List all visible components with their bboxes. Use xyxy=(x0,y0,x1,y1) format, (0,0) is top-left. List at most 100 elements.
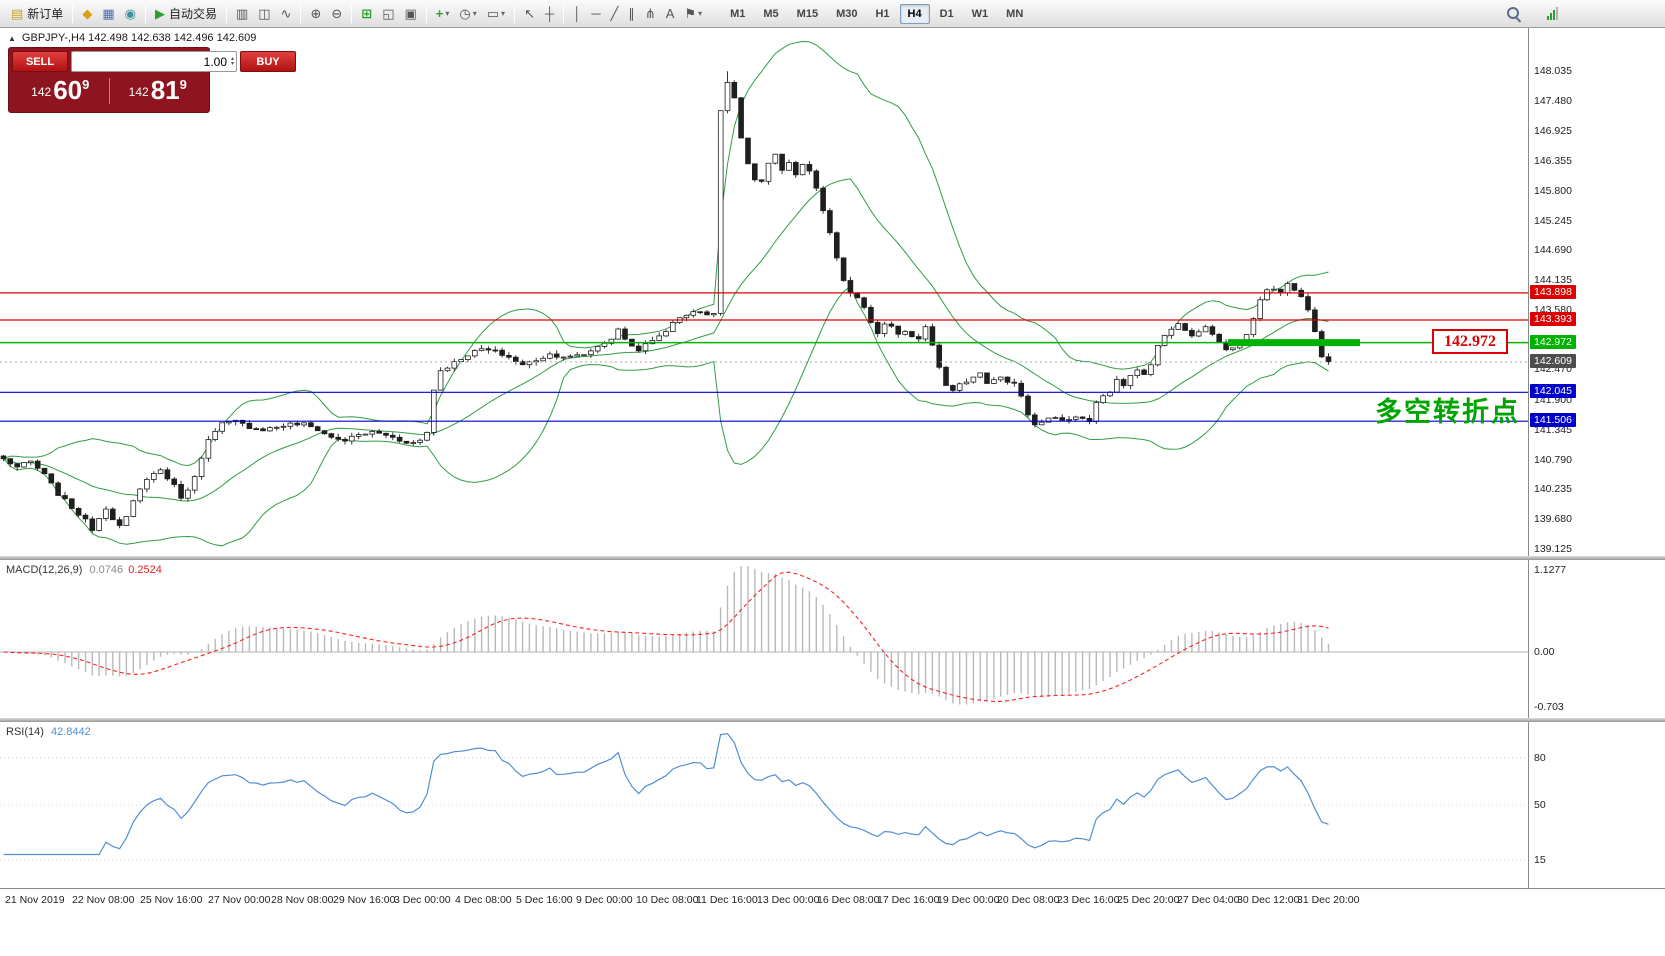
navigator-button[interactable]: ◉ xyxy=(121,3,140,25)
volume-down-icon[interactable]: ▾ xyxy=(231,60,235,67)
ask-price-main: 81 xyxy=(150,74,180,105)
data-window-icon: ▦ xyxy=(102,6,115,21)
toolbar-groups: ▤ 新订单 ◆ ▦ ◉ ▶ 自动交易 ▥ ◫ ∿ ⊕ ⊖ ⊞ ◱ ▣ + ▾ ◷ ▾ ▭ ▾ ↖ ┼ │ ─ ╱ ∥ ⋔ A ⚑ ▾ xyxy=(6,0,707,27)
arrange-windows-button[interactable]: ▣ xyxy=(400,3,420,25)
volume-stepper[interactable]: ▴ ▾ xyxy=(229,55,236,67)
zoom-out-button[interactable]: ⊖ xyxy=(327,3,346,25)
price-marker: 142.609 xyxy=(1530,354,1576,369)
price-callout: 142.972 xyxy=(1432,329,1508,354)
market-watch-button[interactable]: ◆ xyxy=(78,3,96,25)
time-tick: 9 Dec 00:00 xyxy=(576,894,633,906)
zoom-out-icon: ⊖ xyxy=(331,6,343,21)
candlestick-chart-icon: ◫ xyxy=(258,6,271,21)
timeframe-h4-button[interactable]: H4 xyxy=(899,3,930,24)
one-click-collapse-icon[interactable]: ▲ xyxy=(8,33,16,43)
new-order-label: 新订单 xyxy=(27,7,64,21)
horizontal-line-icon: ─ xyxy=(591,6,601,21)
time-tick: 25 Dec 20:00 xyxy=(1117,894,1180,906)
volume-input[interactable] xyxy=(72,54,229,69)
zoom-in-icon: ⊕ xyxy=(310,6,322,21)
panel-splitter-macd[interactable] xyxy=(0,556,1665,560)
macd-value-main: 0.0746 xyxy=(89,564,124,576)
timeframe-m5-button[interactable]: M5 xyxy=(763,7,779,20)
buy-button[interactable]: BUY xyxy=(240,51,297,72)
templates-button[interactable]: ▭ ▾ xyxy=(483,3,509,25)
text-button[interactable]: A xyxy=(662,3,679,25)
time-tick: 17 Dec 16:00 xyxy=(877,894,940,906)
line-chart-icon: ∿ xyxy=(280,6,292,21)
bid-price: 142 60 9 xyxy=(12,77,109,105)
toolbar-separator xyxy=(300,4,302,23)
auto-trading-button[interactable]: ▶ 自动交易 xyxy=(151,3,221,25)
templates-dropdown-icon[interactable]: ▾ xyxy=(501,9,506,18)
time-tick: 13 Dec 00:00 xyxy=(757,894,820,906)
price-tick: 140.235 xyxy=(1534,483,1572,496)
horizontal-line-button[interactable]: ─ xyxy=(587,3,604,25)
macd-axis-tick: 1.1277 xyxy=(1534,564,1567,576)
cascade-windows-button[interactable]: ◱ xyxy=(378,3,398,25)
volume-up-icon[interactable]: ▴ xyxy=(231,55,235,62)
macd-panel-layer xyxy=(0,566,1528,705)
connection-button[interactable] xyxy=(1543,3,1562,25)
time-tick: 27 Dec 04:00 xyxy=(1177,894,1240,906)
vertical-line-icon: │ xyxy=(573,6,582,21)
tile-windows-button[interactable]: ⊞ xyxy=(357,3,376,25)
timeframe-m30-button[interactable]: M30 xyxy=(836,7,858,20)
time-tick: 21 Nov 2019 xyxy=(5,894,65,906)
candlestick-chart-button[interactable]: ◫ xyxy=(254,3,274,25)
time-axis[interactable]: 21 Nov 2019 22 Nov 08:00 25 Nov 16:00 27 No… xyxy=(0,888,1665,956)
timeframe-w1-button[interactable]: W1 xyxy=(971,7,989,20)
rsi-label: RSI(14) 42.8442 xyxy=(6,726,91,738)
trendline-button[interactable]: ╱ xyxy=(607,3,623,25)
arrows-icon: ⚑ xyxy=(684,6,697,21)
rsi-name: RSI(14) xyxy=(6,726,44,738)
equidistant-channel-button[interactable]: ∥ xyxy=(624,3,639,25)
crosshair-icon: ┼ xyxy=(544,6,555,21)
volume-field: ▴ ▾ xyxy=(71,51,238,72)
timeframe-d1-button[interactable]: D1 xyxy=(939,7,954,20)
equidistant-channel-icon: ∥ xyxy=(628,6,635,21)
price-marker: 142.045 xyxy=(1530,384,1576,399)
navigator-icon: ◉ xyxy=(124,6,136,21)
macd-signal-line xyxy=(3,571,1329,702)
vertical-line-button[interactable]: │ xyxy=(569,3,585,25)
search-icon xyxy=(1507,6,1521,21)
time-tick: 11 Dec 16:00 xyxy=(696,894,758,906)
data-window-button[interactable]: ▦ xyxy=(98,3,118,25)
price-axis[interactable]: 148.035 147.480 146.925 146.355 145.800 145.2… xyxy=(1528,28,1665,888)
price-marker: 142.972 xyxy=(1530,334,1576,349)
toolbar: ▤ 新订单 ◆ ▦ ◉ ▶ 自动交易 ▥ ◫ ∿ ⊕ ⊖ ⊞ ◱ ▣ + ▾ ◷ ▾ ▭ ▾ ↖ ┼ │ ─ ╱ ∥ ⋔ A ⚑ ▾ M1 M… xyxy=(0,0,1665,28)
macd-axis-tick: -0.703 xyxy=(1534,701,1564,713)
symbol-ohlc-text: GBPJPY-,H4 142.498 142.638 142.496 142.6… xyxy=(21,32,257,44)
line-chart-button[interactable]: ∿ xyxy=(277,3,296,25)
time-tick: 20 Dec 08:00 xyxy=(997,894,1060,906)
panel-splitter-rsi[interactable] xyxy=(0,718,1665,722)
time-tick: 5 Dec 16:00 xyxy=(516,894,573,906)
crosshair-button[interactable]: ┼ xyxy=(541,3,558,25)
rsi-panel-layer xyxy=(0,732,1528,861)
time-tick: 22 Nov 08:00 xyxy=(72,894,135,906)
timeframe-mn-button[interactable]: MN xyxy=(1006,7,1024,20)
sell-button[interactable]: SELL xyxy=(12,51,68,72)
indicators-button[interactable]: + ▾ xyxy=(432,3,454,25)
bar-chart-button[interactable]: ▥ xyxy=(232,3,252,25)
thick-level-segment[interactable] xyxy=(1228,339,1360,347)
toolbar-separator xyxy=(425,4,427,23)
periods-button[interactable]: ◷ ▾ xyxy=(455,3,480,25)
timeframe-m1-button[interactable]: M1 xyxy=(730,7,746,20)
timeframe-m15-button[interactable]: M15 xyxy=(796,7,819,20)
cursor-button[interactable]: ↖ xyxy=(520,3,539,25)
time-tick: 31 Dec 20:00 xyxy=(1297,894,1360,906)
indicators-dropdown-icon[interactable]: ▾ xyxy=(445,9,450,18)
price-marker: 143.393 xyxy=(1530,311,1576,326)
zoom-in-button[interactable]: ⊕ xyxy=(306,3,325,25)
arrows-dropdown-icon[interactable]: ▾ xyxy=(698,9,703,18)
timeframe-h1-button[interactable]: H1 xyxy=(875,7,890,20)
arrange-windows-icon: ▣ xyxy=(404,6,417,21)
periods-dropdown-icon[interactable]: ▾ xyxy=(472,9,477,18)
search-button[interactable] xyxy=(1503,3,1525,25)
fibonacci-button[interactable]: ⋔ xyxy=(641,3,660,25)
new-order-button[interactable]: ▤ 新订单 xyxy=(7,3,67,25)
arrows-button[interactable]: ⚑ ▾ xyxy=(680,3,706,25)
